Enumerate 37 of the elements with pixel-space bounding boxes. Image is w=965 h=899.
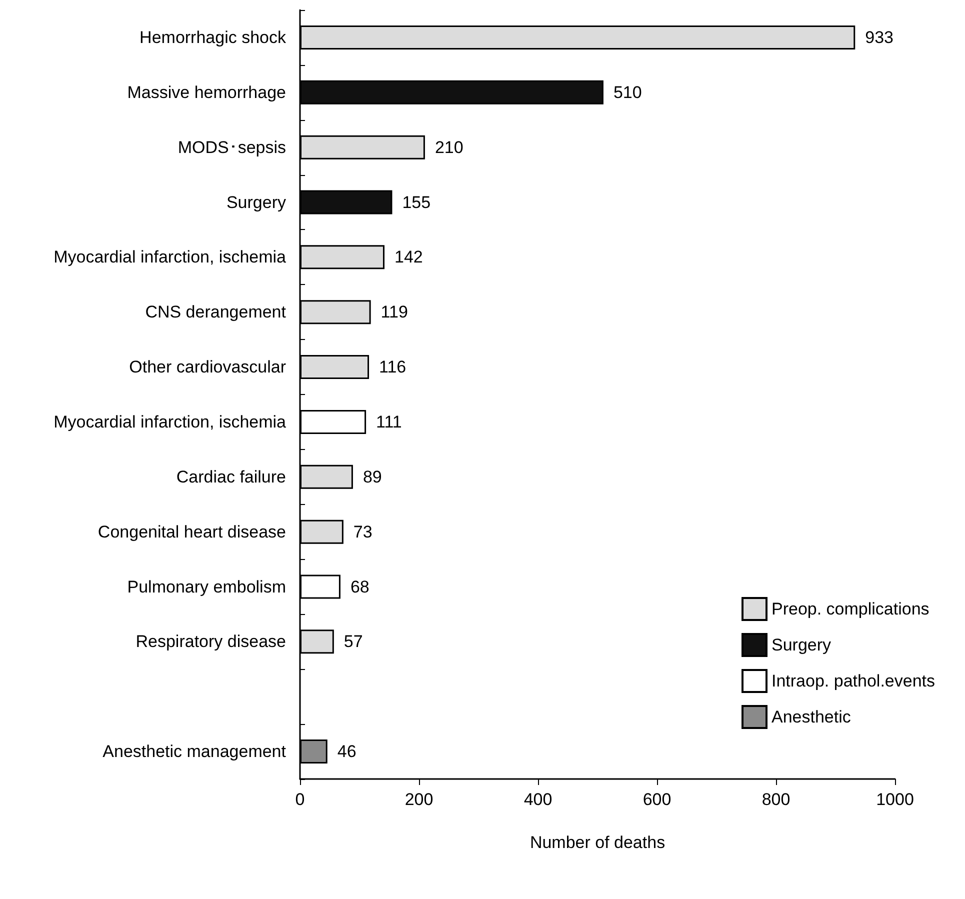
y-tick-label: Pulmonary embolism <box>127 577 286 596</box>
data-label: 73 <box>353 522 372 542</box>
x-tick-label: 200 <box>404 790 434 809</box>
data-label: 57 <box>344 632 363 652</box>
data-label: 46 <box>337 742 356 762</box>
x-tick-label: 0 <box>295 790 305 809</box>
y-tick-label: MODS･sepsis <box>178 138 286 157</box>
x-axis-title: Number of deaths <box>530 833 666 852</box>
data-label: 155 <box>402 192 431 212</box>
y-tick-label: Respiratory disease <box>136 632 286 652</box>
x-tick-label: 1000 <box>876 790 914 809</box>
y-tick-label: Surgery <box>226 192 286 212</box>
data-label: 89 <box>362 467 382 486</box>
data-label: 116 <box>379 358 406 377</box>
y-tick-label: Massive hemorrhage <box>127 82 286 102</box>
y-tick-label: Cardiac failure <box>176 467 286 486</box>
y-tick-label: CNS derangement <box>145 302 286 322</box>
y-tick-label: Myocardial infarction, ischemia <box>54 412 287 432</box>
data-label: 119 <box>380 302 408 322</box>
y-tick-label: Anesthetic management <box>102 742 286 762</box>
y-tick-label: Other cardiovascular <box>129 358 286 377</box>
y-tick-label: Hemorrhagic shock <box>140 28 286 47</box>
legend-label: Intraop. pathol.events <box>772 672 936 690</box>
data-label: 68 <box>350 577 370 596</box>
legend-label: Preop. complications <box>772 600 930 618</box>
x-tick-label: 400 <box>524 790 552 809</box>
y-tick-label: Congenital heart disease <box>98 522 286 542</box>
data-label: 111 <box>376 412 402 432</box>
data-label: 933 <box>865 28 894 47</box>
legend-label: Surgery <box>772 636 832 654</box>
data-label: 510 <box>613 82 642 102</box>
x-tick-label: 800 <box>762 790 790 809</box>
data-label: 210 <box>434 138 464 157</box>
y-tick-label: Myocardial infarction, ischemia <box>54 248 287 267</box>
x-tick-label: 600 <box>642 790 672 809</box>
legend-label: Anesthetic <box>772 708 852 726</box>
data-label: 142 <box>394 248 423 267</box>
